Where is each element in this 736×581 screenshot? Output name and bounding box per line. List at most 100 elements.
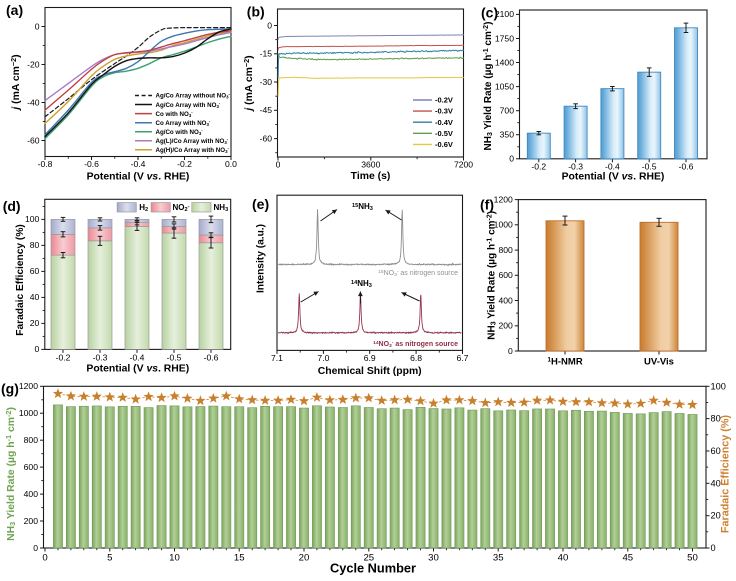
svg-text:40: 40 xyxy=(558,553,569,564)
svg-text:-0.5: -0.5 xyxy=(167,353,182,363)
svg-text:Co with NO3-: Co with NO3- xyxy=(156,110,194,118)
svg-text:0: 0 xyxy=(42,553,47,564)
svg-text:-0.3: -0.3 xyxy=(568,162,583,172)
svg-text:-0.2: -0.2 xyxy=(177,159,192,169)
svg-text:Faradaic Efficiency (%): Faradaic Efficiency (%) xyxy=(15,224,26,336)
svg-text:1400: 1400 xyxy=(495,57,514,67)
svg-text:Ag(H)/Co Array with NO3-: Ag(H)/Co Array with NO3- xyxy=(156,146,230,154)
svg-text:20: 20 xyxy=(30,318,40,328)
svg-text:NH3 Yield Rate (µg h-1 cm-2): NH3 Yield Rate (µg h-1 cm-2) xyxy=(4,407,17,541)
svg-text:-0.6V: -0.6V xyxy=(435,140,453,149)
svg-text:0: 0 xyxy=(711,543,716,553)
svg-text:Ag/Co Array with NO3-: Ag/Co Array with NO3- xyxy=(156,101,221,109)
svg-text:0: 0 xyxy=(267,20,272,30)
svg-text:-0.8: -0.8 xyxy=(38,159,53,169)
svg-text:1050: 1050 xyxy=(495,81,514,91)
svg-text:(c): (c) xyxy=(481,5,498,21)
svg-text:-60: -60 xyxy=(260,133,273,143)
svg-text:0: 0 xyxy=(276,160,281,170)
svg-text:Chemical Shift (ppm): Chemical Shift (ppm) xyxy=(318,366,422,377)
svg-text:80: 80 xyxy=(711,414,721,424)
svg-text:6.8: 6.8 xyxy=(410,353,422,363)
svg-text:(a): (a) xyxy=(6,2,23,18)
svg-text:-15: -15 xyxy=(260,49,273,59)
svg-text:40: 40 xyxy=(711,478,721,488)
svg-text:-0.4: -0.4 xyxy=(605,162,620,172)
svg-text:2100: 2100 xyxy=(495,9,514,19)
svg-text:14NO3- as nitrogen source: 14NO3- as nitrogen source xyxy=(373,340,458,349)
svg-text:5: 5 xyxy=(107,553,112,564)
svg-text:Co Array with NO3-: Co Array with NO3- xyxy=(156,119,211,127)
svg-text:6.7: 6.7 xyxy=(457,353,469,363)
svg-text:-0.3V: -0.3V xyxy=(435,107,453,116)
svg-text:NH3 Yield Rate (µg h-1 cm-2): NH3 Yield Rate (µg h-1 cm-2) xyxy=(483,22,494,151)
svg-text:j (mA cm−2): j (mA cm−2) xyxy=(242,55,255,112)
svg-text:45: 45 xyxy=(622,553,633,564)
svg-text:-0.6: -0.6 xyxy=(204,353,219,363)
svg-text:200: 200 xyxy=(24,516,39,526)
svg-text:-0.3: -0.3 xyxy=(93,353,108,363)
svg-text:800: 800 xyxy=(24,435,39,445)
svg-text:6.9: 6.9 xyxy=(364,353,376,363)
svg-text:15: 15 xyxy=(234,553,245,564)
svg-text:-30: -30 xyxy=(260,77,273,87)
svg-text:(d): (d) xyxy=(3,198,21,214)
svg-text:1200: 1200 xyxy=(494,194,513,204)
svg-text:0.0: 0.0 xyxy=(225,159,237,169)
svg-text:0: 0 xyxy=(35,21,40,31)
svg-text:200: 200 xyxy=(498,321,513,331)
svg-text:400: 400 xyxy=(24,489,39,499)
svg-text:-60: -60 xyxy=(27,135,40,145)
svg-text:NH3: NH3 xyxy=(214,203,229,213)
svg-text:60: 60 xyxy=(711,446,721,456)
svg-text:Ag/Co with NO3-: Ag/Co with NO3- xyxy=(156,128,204,136)
svg-text:1200: 1200 xyxy=(19,381,38,391)
svg-text:100: 100 xyxy=(711,381,726,391)
svg-text:NH3 Yield Rate (µg h-1 cm-2): NH3 Yield Rate (µg h-1 cm-2) xyxy=(487,211,498,340)
svg-text:-0.6: -0.6 xyxy=(679,162,694,172)
svg-text:0: 0 xyxy=(508,346,513,356)
svg-text:(b): (b) xyxy=(247,4,265,20)
svg-text:-20: -20 xyxy=(27,59,40,69)
svg-text:7200: 7200 xyxy=(454,160,473,170)
svg-text:Potential (V vs. RHE): Potential (V vs. RHE) xyxy=(86,364,189,375)
svg-text:-0.2: -0.2 xyxy=(531,162,546,172)
svg-text:15NH3: 15NH3 xyxy=(352,202,373,212)
svg-text:25: 25 xyxy=(363,553,374,564)
svg-text:Cycle Number: Cycle Number xyxy=(330,561,416,576)
svg-text:15NO3- as nitrogen source: 15NO3- as nitrogen source xyxy=(378,269,458,278)
svg-text:Potential (V vs. RHE): Potential (V vs. RHE) xyxy=(562,172,665,183)
svg-text:1H-NMR: 1H-NMR xyxy=(547,357,583,368)
svg-text:20: 20 xyxy=(711,511,721,521)
svg-text:NO2-: NO2- xyxy=(173,203,190,213)
svg-text:1000: 1000 xyxy=(19,408,38,418)
svg-text:-0.6: -0.6 xyxy=(84,159,99,169)
svg-text:60: 60 xyxy=(30,266,40,276)
svg-text:Time (s): Time (s) xyxy=(351,171,391,182)
svg-text:-0.5V: -0.5V xyxy=(435,129,453,138)
svg-text:Ag(L)/Co Array with NO3-: Ag(L)/Co Array with NO3- xyxy=(156,137,229,145)
svg-text:0: 0 xyxy=(35,344,40,354)
svg-text:600: 600 xyxy=(24,462,39,472)
svg-text:(e): (e) xyxy=(252,196,269,212)
svg-text:Intensity (a.u.): Intensity (a.u.) xyxy=(256,224,267,293)
svg-text:-0.5: -0.5 xyxy=(642,162,657,172)
svg-text:30: 30 xyxy=(428,553,439,564)
svg-text:100: 100 xyxy=(25,214,40,224)
svg-text:700: 700 xyxy=(500,106,515,116)
svg-text:35: 35 xyxy=(493,553,504,564)
svg-text:800: 800 xyxy=(498,245,513,255)
svg-text:-45: -45 xyxy=(260,105,273,115)
svg-text:3600: 3600 xyxy=(361,160,380,170)
svg-text:Ag/Co Array without NO3-: Ag/Co Array without NO3- xyxy=(156,92,231,100)
svg-text:UV-Vis: UV-Vis xyxy=(644,357,674,368)
svg-text:7.0: 7.0 xyxy=(317,353,329,363)
svg-text:7.1: 7.1 xyxy=(271,353,283,363)
svg-text:H2: H2 xyxy=(139,203,148,213)
svg-text:14NH3: 14NH3 xyxy=(351,279,372,289)
svg-text:600: 600 xyxy=(498,270,513,280)
svg-text:0: 0 xyxy=(33,543,38,553)
svg-text:(g): (g) xyxy=(1,381,19,397)
svg-text:350: 350 xyxy=(500,130,515,140)
svg-text:1750: 1750 xyxy=(495,33,514,43)
